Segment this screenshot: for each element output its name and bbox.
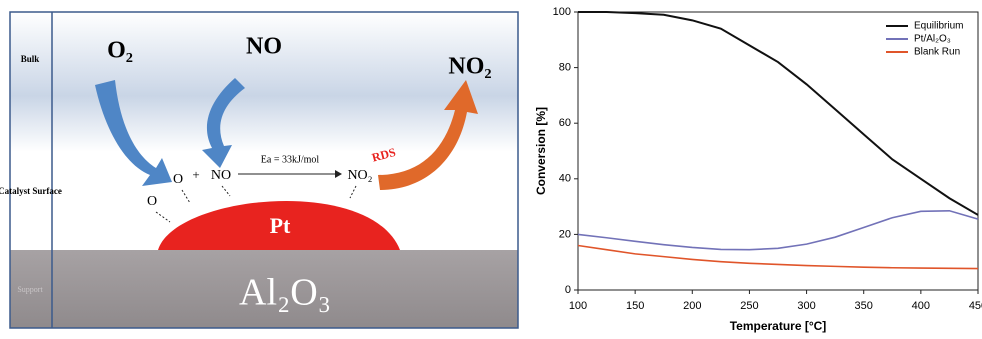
y-tick-label: 20: [559, 228, 571, 240]
activation-label: Ea = 33kJ/mol: [261, 154, 320, 165]
bond: [221, 185, 231, 197]
pt-particle: [158, 200, 400, 250]
legend-label: Equilibrium: [914, 21, 963, 32]
x-tick-label: 450: [969, 300, 982, 312]
gas-label: NO₂: [448, 54, 491, 80]
legend-label: Pt/Al₂O₃: [914, 34, 951, 45]
series-line: [577, 244, 979, 270]
y-tick-label: 0: [565, 284, 571, 296]
y-tick-label: 40: [559, 173, 571, 185]
y-tick-label: 100: [553, 6, 571, 18]
x-tick-label: 200: [683, 300, 701, 312]
series-line: [577, 209, 979, 251]
bond: [155, 211, 171, 223]
particle-label: Pt: [270, 213, 291, 238]
x-tick-label: 250: [740, 300, 758, 312]
layer-label: Support: [17, 285, 43, 294]
gas-label: O₂: [107, 38, 133, 64]
x-tick-label: 350: [855, 300, 873, 312]
support-region: [10, 250, 518, 328]
y-tick-label: 60: [559, 117, 571, 129]
y-axis-label: Conversion [%]: [534, 107, 548, 195]
species-label: O: [147, 194, 157, 209]
series-line: [578, 11, 979, 216]
diagram: Bulk Catalyst Surface Support Pt Al₂O₃ O…: [0, 11, 519, 329]
chart: 0 20 40 60 80 100 100 150 200 250 300 350 400 450 Temp…: [534, 6, 982, 333]
arrow: [202, 78, 245, 168]
bonds: [155, 185, 357, 223]
plot-frame: [577, 11, 979, 291]
legend-label: Blank Run: [914, 47, 960, 58]
x-axis-label: Temperature [°C]: [730, 319, 827, 333]
layer-label: Bulk: [21, 54, 40, 64]
support-label: Al₂O₃: [239, 272, 331, 314]
frame: [9, 11, 519, 329]
arrow: [95, 80, 172, 186]
species-label: NO: [211, 168, 231, 183]
species-label: O: [173, 172, 183, 187]
bond: [181, 189, 191, 204]
layer-label: Catalyst Surface: [0, 186, 62, 196]
reaction-arrow-head: [335, 170, 342, 178]
plus-sign: +: [192, 167, 199, 182]
x-tick-label: 150: [626, 300, 644, 312]
species-label: NO₂: [347, 168, 372, 183]
rds-label: RDS: [370, 145, 397, 165]
x-tick-label: 100: [569, 300, 587, 312]
arrow: [378, 80, 478, 190]
bulk-region: [10, 12, 518, 152]
x-tick-label: 300: [797, 300, 815, 312]
y-tick-label: 80: [559, 62, 571, 74]
gas-label: NO: [246, 34, 282, 60]
bond: [349, 185, 357, 199]
x-tick-label: 400: [912, 300, 930, 312]
